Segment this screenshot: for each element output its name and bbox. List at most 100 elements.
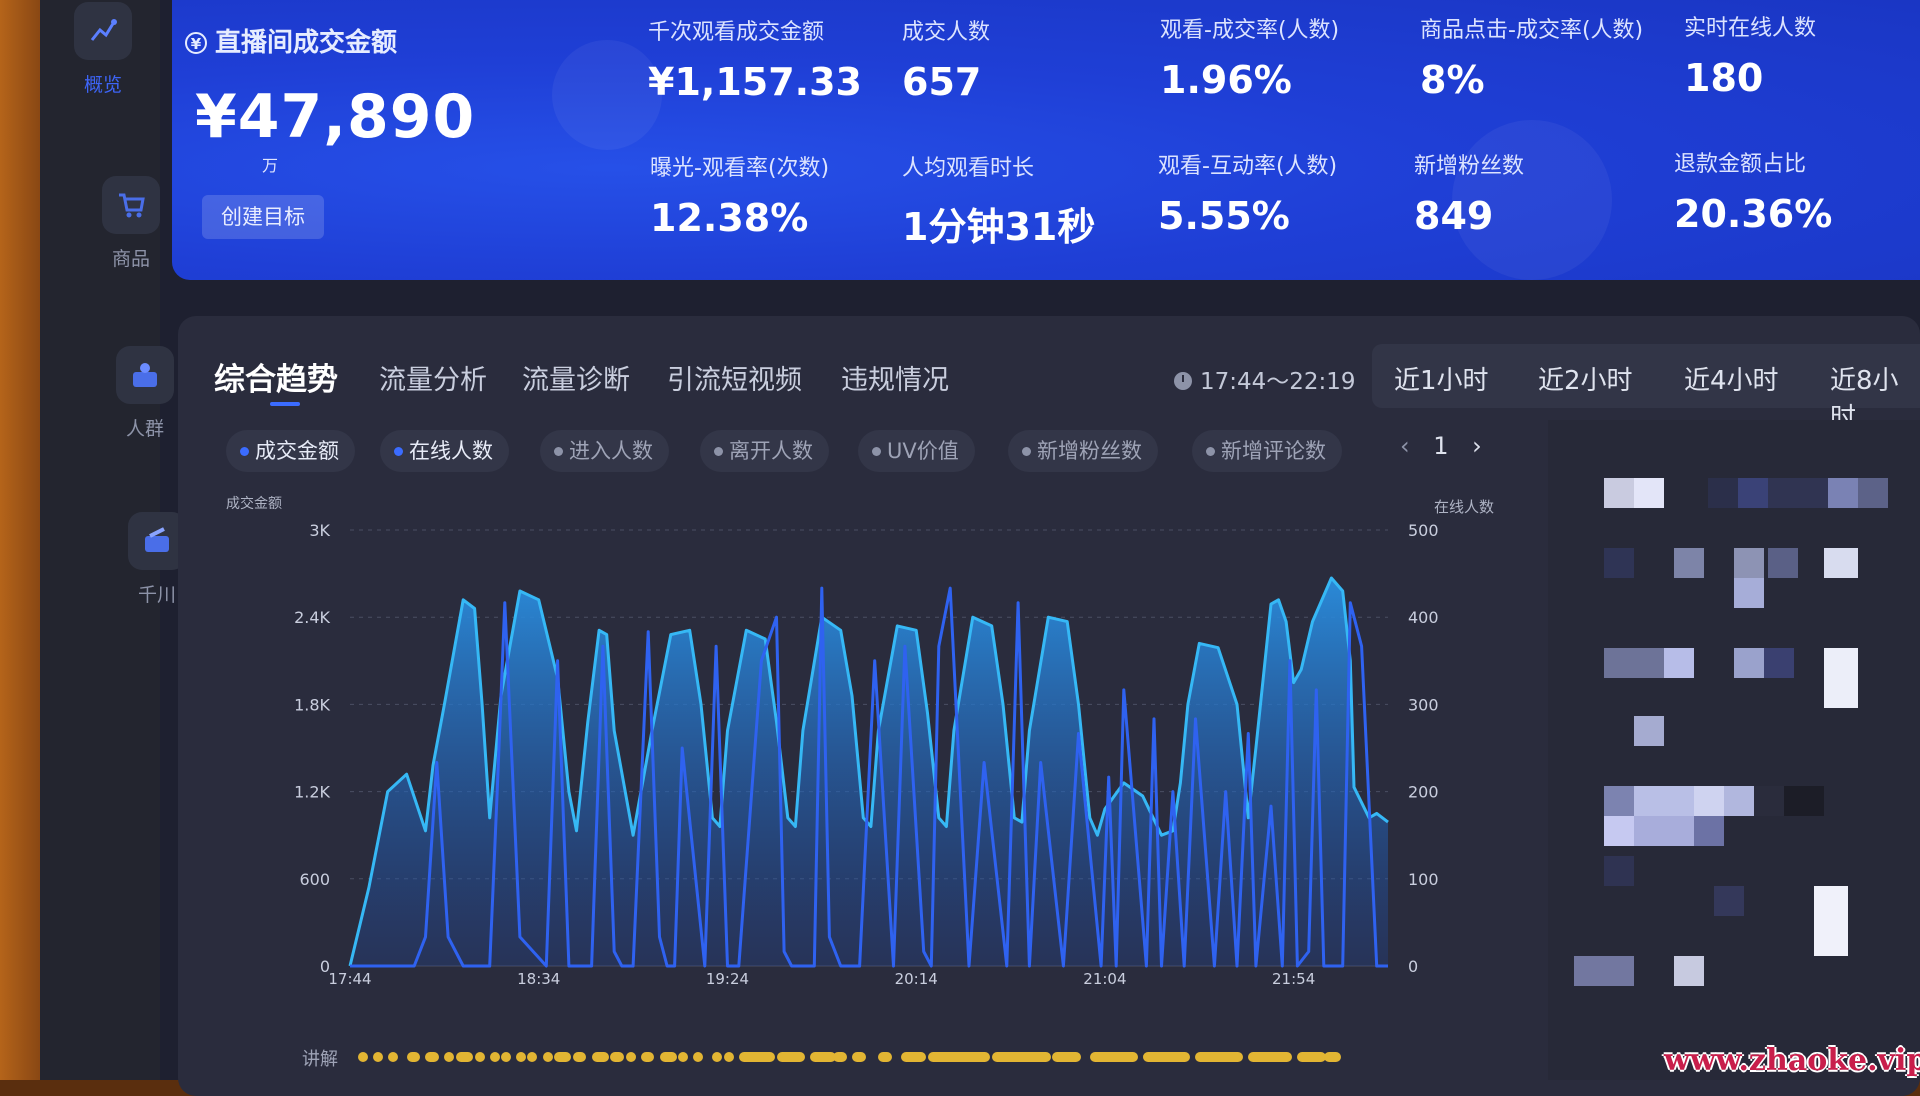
blur-pixel	[1828, 478, 1858, 508]
narration-segment[interactable]	[927, 1052, 991, 1062]
narration-segment[interactable]	[640, 1052, 655, 1062]
tab-underline	[270, 402, 300, 406]
narration-segment[interactable]	[1089, 1052, 1138, 1062]
narration-segment[interactable]	[625, 1052, 636, 1062]
blur-pixel	[1754, 786, 1784, 816]
blur-pixel	[1734, 578, 1764, 608]
blur-pixel	[1604, 816, 1634, 846]
blur-pixel	[1604, 548, 1634, 578]
gmv-value: ¥47,890	[195, 82, 476, 152]
narration-segment[interactable]	[1195, 1052, 1244, 1062]
narration-segment[interactable]	[712, 1052, 723, 1062]
chip-pager: ‹ 1 ›	[1392, 432, 1490, 472]
chip-entries[interactable]: 进入人数	[540, 430, 669, 472]
dashboard-icon	[74, 2, 132, 60]
narration-segment[interactable]	[553, 1052, 572, 1062]
blur-pixel	[1674, 956, 1704, 986]
narration-segment[interactable]	[1248, 1052, 1293, 1062]
blur-pixel	[1708, 478, 1738, 508]
right-tick-label: 400	[1408, 608, 1439, 627]
narration-segment[interactable]	[387, 1052, 398, 1062]
narration-segment[interactable]	[810, 1052, 836, 1062]
tab-traffic-analysis[interactable]: 流量分析	[379, 365, 487, 396]
narration-segment[interactable]	[372, 1052, 383, 1062]
chevron-left-icon[interactable]: ‹	[1400, 432, 1410, 460]
narration-segment[interactable]	[1297, 1052, 1327, 1062]
narration-segment[interactable]	[1052, 1052, 1081, 1062]
sidebar-item-audience[interactable]: 人群	[90, 346, 200, 441]
narration-segment[interactable]	[572, 1052, 587, 1062]
chip-online[interactable]: 在线人数	[380, 430, 509, 472]
narration-segment[interactable]	[901, 1052, 927, 1062]
blur-pixel	[1664, 648, 1694, 678]
narration-segment[interactable]	[1142, 1052, 1191, 1062]
metric-view-conversion: 观看-成交率(人数) 1.96%	[1160, 18, 1340, 102]
narration-segment[interactable]	[357, 1052, 368, 1062]
narration-segment[interactable]	[678, 1052, 689, 1062]
narration-segment[interactable]	[455, 1052, 474, 1062]
sidebar-item-qianchuan[interactable]: 千川	[102, 512, 212, 607]
blur-pixel	[1604, 856, 1634, 886]
left-tick-label: 3K	[309, 521, 330, 540]
pager-page: 1	[1433, 432, 1449, 460]
info-icon[interactable]: ¥	[185, 32, 207, 54]
period-4h[interactable]: 近4小时	[1684, 366, 1779, 396]
blur-pixel	[1604, 648, 1664, 678]
narration-segment[interactable]	[610, 1052, 625, 1062]
metric-gmv-per-mille: 千次观看成交金额 ¥1,157.33	[648, 20, 862, 104]
period-selector	[1372, 344, 1920, 408]
narration-segment[interactable]	[776, 1052, 806, 1062]
chip-uv-value[interactable]: UV价值	[858, 430, 975, 472]
chip-new-comments[interactable]: 新增评论数	[1192, 430, 1342, 472]
sidebar-item-label: 人群	[125, 418, 164, 440]
narration-segment[interactable]	[474, 1052, 485, 1062]
sidebar-item-products[interactable]: 商品	[76, 176, 186, 271]
narration-segment[interactable]	[991, 1052, 1051, 1062]
narration-segment[interactable]	[444, 1052, 455, 1062]
narration-segment[interactable]	[659, 1052, 678, 1062]
chip-sales[interactable]: 成交金额	[226, 430, 355, 472]
left-tick-label: 1.2K	[294, 783, 330, 802]
sidebar-item-label: 概览	[83, 74, 122, 96]
blurred-panel	[1548, 420, 1920, 1080]
right-axis-title: 在线人数	[1434, 498, 1494, 516]
x-tick-label: 19:24	[706, 970, 749, 988]
narration-segment[interactable]	[693, 1052, 704, 1062]
left-tick-label: 2.4K	[294, 608, 330, 627]
right-tick-label: 100	[1408, 870, 1439, 889]
tab-short-video[interactable]: 引流短视频	[667, 365, 802, 396]
tab-overall-trend[interactable]: 综合趋势	[214, 362, 338, 398]
narration-segment[interactable]	[406, 1052, 421, 1062]
narration-segment[interactable]	[500, 1052, 511, 1062]
blur-pixel	[1634, 816, 1694, 846]
narration-segment[interactable]	[527, 1052, 538, 1062]
blur-pixel	[1634, 786, 1694, 816]
narration-segment[interactable]	[723, 1052, 734, 1062]
narration-segment[interactable]	[878, 1052, 893, 1062]
narration-segment[interactable]	[591, 1052, 610, 1062]
narration-segment[interactable]	[738, 1052, 776, 1062]
right-tick-label: 200	[1408, 783, 1439, 802]
sidebar: 概览 商品 人群 千川	[40, 0, 186, 1080]
narration-segment[interactable]	[1323, 1052, 1342, 1062]
sidebar-item-dashboard[interactable]: 概览	[48, 2, 158, 97]
chip-new-followers[interactable]: 新增粉丝数	[1008, 430, 1158, 472]
x-tick-label: 17:44	[328, 970, 371, 988]
metric-avg-watch-time: 人均观看时长 1分钟31秒	[902, 156, 1096, 249]
metric-refund-ratio: 退款金额占比 20.36%	[1674, 152, 1833, 236]
narration-segment[interactable]	[489, 1052, 500, 1062]
blur-pixel	[1604, 786, 1634, 816]
period-2h[interactable]: 近2小时	[1538, 366, 1633, 396]
tab-violations[interactable]: 违规情况	[841, 365, 949, 396]
narration-segment[interactable]	[516, 1052, 527, 1062]
narration-segment[interactable]	[425, 1052, 440, 1062]
left-tick-label: 0	[320, 957, 330, 976]
chevron-right-icon[interactable]: ›	[1472, 432, 1482, 460]
narration-segment[interactable]	[833, 1052, 847, 1062]
create-target-button[interactable]: 创建目标	[202, 195, 324, 239]
tab-traffic-diagnosis[interactable]: 流量诊断	[522, 365, 630, 396]
narration-segment[interactable]	[852, 1052, 866, 1062]
period-1h[interactable]: 近1小时	[1394, 366, 1489, 396]
chip-exits[interactable]: 离开人数	[700, 430, 829, 472]
narration-segment[interactable]	[542, 1052, 553, 1062]
